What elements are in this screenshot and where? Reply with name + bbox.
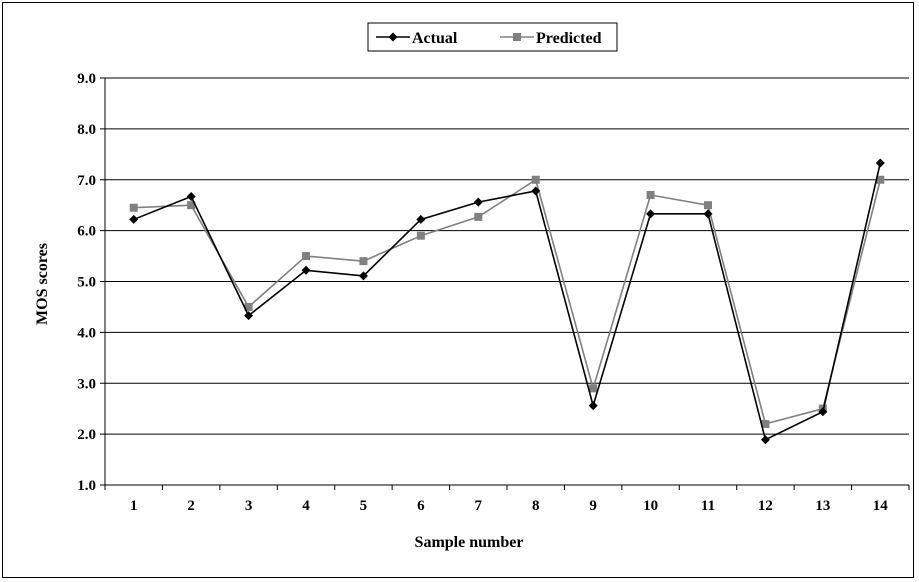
x-tick-label: 8 [532,498,540,514]
x-tick-label: 12 [758,498,773,514]
x-tick-label: 13 [815,498,830,514]
series-line [133,178,882,425]
data-point [704,201,712,210]
series-predicted [129,175,885,428]
x-tick-label: 6 [417,498,425,514]
y-tick-label: 2.0 [77,427,96,443]
x-tick-label: 4 [302,498,310,514]
x-tick-label: 3 [245,498,253,514]
data-point [186,192,196,202]
data-point [531,186,541,196]
data-point [589,384,598,393]
data-point [302,252,310,261]
y-tick-label: 6.0 [77,224,96,240]
series [129,158,885,445]
data-point [244,302,253,311]
data-point [129,203,138,212]
y-axis-title: MOS scores [34,243,51,325]
line-chart: 1.02.03.04.05.06.07.08.09.0 1 2 3 4 5 6 7 8 9 10 1… [34,22,910,551]
data-point [416,231,425,240]
x-tick-label: 10 [643,498,658,514]
y-tick-label: 4.0 [77,325,96,341]
x-tick-label: 1 [130,498,138,514]
data-point [760,435,770,445]
data-point [531,175,540,184]
data-point [129,214,139,224]
x-tick-label: 11 [701,498,715,514]
legend-marker [388,32,398,42]
data-point [588,401,598,411]
data-point [761,419,770,428]
data-point [301,265,311,275]
legend-label: Predicted [536,30,602,47]
legend-marker [513,33,521,41]
legend: Actual Predicted [367,22,618,52]
x-axis-title: Sample number [415,534,524,551]
x-tick-labels: 1 2 3 4 5 6 7 8 9 10 11 12 13 14 [130,498,888,514]
data-point [703,209,713,219]
y-tick-labels: 1.0 2.0 3.0 4.0 5.0 6.0 7.0 8.0 9.0 [77,71,96,494]
legend-box [367,22,618,52]
data-point [244,311,254,321]
series-actual [129,158,885,445]
axes [100,77,910,490]
y-tick-label: 3.0 [77,376,96,392]
y-tick-label: 1.0 [77,478,96,494]
data-point [474,212,483,221]
y-tick-label: 9.0 [77,71,96,87]
data-point [187,201,196,210]
x-tick-label: 14 [873,498,889,514]
legend-label: Actual [412,30,458,47]
y-tick-label: 8.0 [77,122,96,138]
series-line [133,162,882,441]
x-tick-label: 5 [360,498,368,514]
data-point [473,197,483,207]
data-point [876,175,885,184]
y-tick-label: 5.0 [77,275,96,291]
data-point [646,191,655,200]
data-point [416,214,426,224]
data-point [359,257,368,266]
data-point [358,271,368,281]
data-point [646,209,656,219]
x-tick-label: 9 [589,498,597,514]
data-point [818,407,828,417]
x-tick-label: 7 [475,498,483,514]
x-tick-label: 2 [187,498,195,514]
data-point [875,158,885,168]
gridlines [105,77,909,435]
y-tick-label: 7.0 [77,173,96,189]
